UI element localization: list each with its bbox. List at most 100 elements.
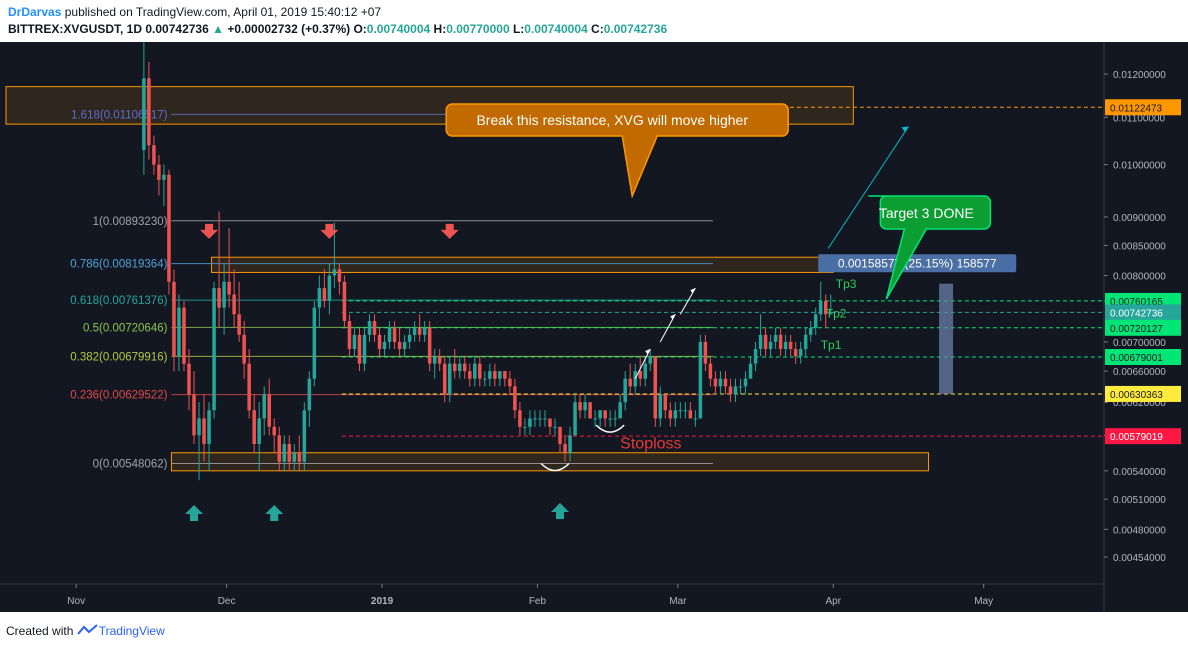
candle-body [347, 321, 352, 350]
last-price: 0.00742736 [145, 22, 209, 36]
created-with-text: Created with [6, 624, 74, 638]
candle-body [763, 334, 768, 350]
measure-range-box [939, 283, 954, 394]
price-tag-label: 0.00742736 [1110, 308, 1163, 319]
candle-body [252, 410, 256, 444]
candle-body [753, 349, 758, 364]
up-arrow-icon [551, 503, 570, 520]
candle-body [337, 269, 342, 282]
tp2-label: Tp2 [826, 307, 847, 321]
candle-body [803, 334, 808, 350]
candle-body [162, 174, 166, 180]
candle-body [427, 327, 432, 364]
candle-body [327, 275, 332, 302]
candle-body [242, 334, 246, 364]
candlestick-chart[interactable]: 0.01200000 0.01100000 0.01000000 0.00900000… [0, 42, 1188, 612]
tradingview-brand[interactable]: TradingView [98, 624, 165, 638]
candle-body [688, 410, 693, 419]
price-tag-label: 0.00760165 [1110, 297, 1163, 308]
candle-body [212, 288, 216, 411]
candle-body [663, 394, 668, 411]
candle-body [292, 452, 297, 462]
candle-body [192, 394, 196, 436]
candle-body [312, 307, 317, 379]
candle-body [397, 341, 402, 350]
candle-body [513, 386, 517, 411]
candle-body [623, 378, 627, 403]
candle-body [653, 356, 658, 419]
candle-body [207, 410, 211, 444]
candle-body [387, 327, 392, 342]
candle-body [743, 378, 748, 387]
candle-body [488, 371, 492, 379]
x-tick-label: May [974, 596, 993, 607]
candle-body [447, 363, 452, 395]
candle-body [638, 371, 642, 379]
price-tag-box [1105, 304, 1181, 321]
projection-arrow-head [901, 126, 909, 133]
candle-body [287, 443, 292, 462]
candle-body [442, 363, 447, 395]
support-bowl-arc [540, 462, 570, 472]
candle-body [202, 418, 206, 444]
y-tick-label: 0.00660000 [1113, 367, 1166, 378]
y-tick-label: 0.00700000 [1113, 338, 1166, 349]
candle-body [508, 378, 512, 387]
candle-body [628, 378, 632, 387]
stoploss-label: Stoploss [620, 435, 681, 452]
candle-body [352, 334, 357, 350]
candle-body [793, 349, 798, 357]
fib-level-label: 0.618(0.00761376) [70, 295, 167, 307]
up-arrow-icon: ▲ [212, 22, 224, 36]
author-link[interactable]: DrDarvas [8, 5, 62, 19]
candle-body [693, 418, 698, 420]
candle-body [548, 418, 552, 427]
candle-body [142, 78, 146, 150]
x-tick-label: 2019 [371, 596, 394, 607]
candle-body [618, 402, 622, 419]
candle-body [257, 418, 261, 444]
candle-body [302, 410, 307, 462]
y-tick-label: 0.00850000 [1113, 241, 1166, 252]
white-arrow-head [690, 288, 696, 294]
candle-body [367, 321, 372, 335]
y-tick-label: 0.01100000 [1113, 113, 1166, 124]
candle-body [543, 418, 547, 420]
price-tag-label: 0.01122473 [1110, 103, 1163, 114]
candle-body [783, 341, 788, 350]
candle-body [828, 312, 833, 315]
y-tick-label: 0.00540000 [1113, 467, 1166, 478]
symbol-label: BITTREX:XVGUSDT, 1D [8, 22, 143, 36]
candle-body [322, 288, 327, 302]
candle-body [237, 314, 241, 335]
fib-level-label: 0.236(0.00629522) [70, 390, 167, 402]
fib-level-label: 0.382(0.00679916) [70, 351, 167, 363]
candle-body [578, 402, 582, 411]
candle-body [452, 363, 457, 372]
callout-target-text: Target 3 DONE [879, 205, 974, 221]
y-tick-label: 0.01200000 [1113, 70, 1166, 81]
y-tick-label: 0.00510000 [1113, 495, 1166, 506]
price-tag-label: 0.00679001 [1110, 353, 1163, 364]
down-arrow-icon [320, 223, 339, 239]
candle-body [468, 371, 472, 379]
candle-body [462, 363, 467, 372]
candle-body [553, 426, 557, 428]
price-change: +0.00002732 (+0.37%) [227, 22, 351, 36]
chart-header: DrDarvas published on TradingView.com, A… [0, 0, 1188, 42]
high-value: 0.00770000 [446, 22, 510, 36]
chart-area[interactable]: 0.01200000 0.01100000 0.01000000 0.00900000… [0, 42, 1188, 612]
down-arrow-icon [200, 223, 219, 239]
y-tick-label: 0.00900000 [1113, 213, 1166, 224]
candle-body [432, 356, 437, 364]
candle-body [222, 281, 226, 308]
candle-body [172, 281, 176, 357]
candle-body [503, 371, 507, 379]
candle-body [518, 410, 522, 427]
candle-body [457, 363, 462, 372]
y-tick-label: 0.00620000 [1113, 398, 1166, 409]
candle-body [382, 341, 387, 350]
candle-body [658, 394, 663, 419]
candle-body [227, 281, 231, 295]
high-label: H: [433, 22, 447, 36]
